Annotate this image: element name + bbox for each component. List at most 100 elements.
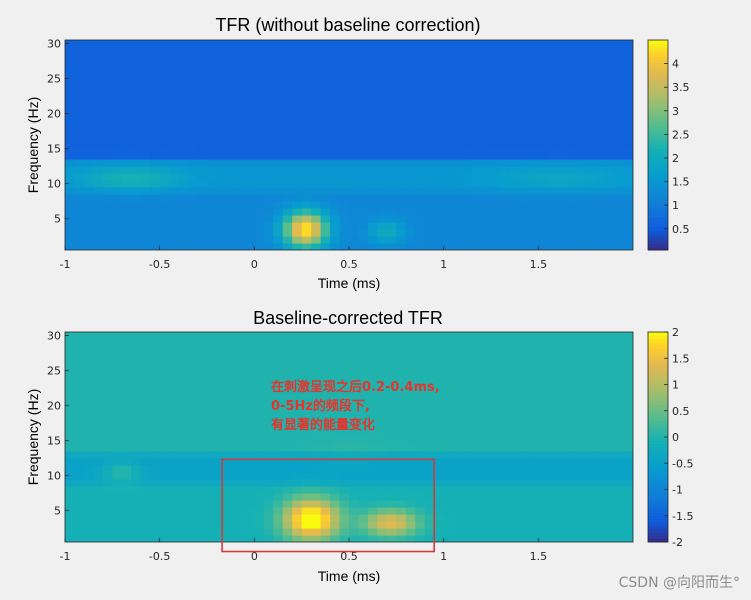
- heatmap-cell: [614, 528, 625, 536]
- heatmap-cell: [566, 159, 577, 167]
- heatmap-cell: [121, 346, 132, 354]
- heatmap-cell: [330, 166, 341, 174]
- heatmap-cell: [150, 500, 161, 508]
- heatmap-cell: [311, 437, 322, 445]
- heatmap-cell: [93, 521, 104, 529]
- heatmap-cell: [386, 451, 397, 459]
- heatmap-cell: [74, 236, 85, 244]
- heatmap-cell: [358, 507, 369, 515]
- heatmap-cell: [330, 103, 341, 111]
- heatmap-cell: [396, 201, 407, 209]
- heatmap-cell: [604, 54, 615, 62]
- heatmap-cell: [358, 451, 369, 459]
- heatmap-cell: [292, 402, 303, 410]
- heatmap-cell: [415, 472, 426, 480]
- heatmap-cell: [169, 61, 180, 69]
- colorbar-tick-label: 1: [672, 379, 679, 392]
- heatmap-cell: [102, 110, 113, 118]
- heatmap-cell: [292, 152, 303, 160]
- heatmap-cell: [320, 409, 331, 417]
- heatmap-cell: [595, 479, 606, 487]
- heatmap-cell: [472, 423, 483, 431]
- heatmap-cell: [178, 423, 189, 431]
- heatmap-cell: [396, 458, 407, 466]
- heatmap-cell: [462, 437, 473, 445]
- heatmap-cell: [178, 40, 189, 48]
- heatmap-cell: [585, 521, 596, 529]
- heatmap-cell: [557, 236, 568, 244]
- heatmap-cell: [377, 82, 388, 90]
- heatmap-cell: [538, 75, 549, 83]
- heatmap-cell: [263, 194, 274, 202]
- heatmap-cell: [472, 458, 483, 466]
- heatmap-cell: [83, 103, 94, 111]
- heatmap-cell: [320, 229, 331, 237]
- heatmap-cell: [112, 451, 123, 459]
- heatmap-cell: [538, 465, 549, 473]
- heatmap-cell: [131, 75, 142, 83]
- heatmap-cell: [585, 236, 596, 244]
- heatmap-cell: [225, 402, 236, 410]
- heatmap-cell: [225, 535, 236, 542]
- heatmap-cell: [491, 54, 502, 62]
- heatmap-cell: [566, 430, 577, 438]
- colorbar-segment: [648, 171, 668, 176]
- heatmap-cell: [273, 409, 284, 417]
- heatmap-cell: [178, 472, 189, 480]
- heatmap-cell: [273, 339, 284, 347]
- heatmap-cell: [83, 194, 94, 202]
- heatmap-cell: [528, 472, 539, 480]
- heatmap-cell: [528, 180, 539, 188]
- heatmap-cell: [472, 500, 483, 508]
- heatmap-cell: [443, 138, 454, 146]
- heatmap-cell: [140, 61, 151, 69]
- heatmap-cell: [453, 437, 464, 445]
- heatmap-cell: [491, 479, 502, 487]
- heatmap-cell: [604, 117, 615, 125]
- heatmap-cell: [207, 124, 218, 132]
- heatmap-cell: [169, 500, 180, 508]
- heatmap-cell: [102, 82, 113, 90]
- heatmap-cell: [225, 75, 236, 83]
- heatmap-cell: [178, 145, 189, 153]
- heatmap-cell: [358, 145, 369, 153]
- heatmap-cell: [585, 493, 596, 501]
- heatmap-cell: [396, 339, 407, 347]
- heatmap-cell: [443, 346, 454, 354]
- heatmap-cell: [358, 96, 369, 104]
- heatmap-cell: [330, 201, 341, 209]
- heatmap-cell: [557, 201, 568, 209]
- heatmap-cell: [367, 332, 378, 340]
- heatmap-cell: [434, 152, 445, 160]
- heatmap-cell: [225, 96, 236, 104]
- heatmap-cell: [424, 40, 435, 48]
- heatmap-cell: [519, 47, 530, 55]
- heatmap-cell: [311, 82, 322, 90]
- heatmap-cell: [102, 215, 113, 223]
- colorbar-segment: [648, 522, 668, 527]
- heatmap-cell: [65, 222, 76, 230]
- heatmap-cell: [112, 437, 123, 445]
- heatmap-cell: [358, 409, 369, 417]
- heatmap-cell: [396, 215, 407, 223]
- heatmap-cell: [595, 124, 606, 132]
- heatmap-cell: [538, 374, 549, 382]
- top-panel: TFR (without baseline correction) -1 -0.5…: [25, 15, 690, 291]
- heatmap-cell: [566, 180, 577, 188]
- heatmap-cell: [112, 75, 123, 83]
- heatmap-cell: [140, 458, 151, 466]
- heatmap-cell: [301, 388, 312, 396]
- heatmap-cell: [491, 68, 502, 76]
- heatmap-cell: [121, 180, 132, 188]
- heatmap-cell: [415, 201, 426, 209]
- heatmap-cell: [396, 528, 407, 536]
- heatmap-cell: [434, 166, 445, 174]
- heatmap-cell: [320, 236, 331, 244]
- heatmap-cell: [405, 339, 416, 347]
- heatmap-cell: [509, 124, 520, 132]
- heatmap-cell: [500, 103, 511, 111]
- heatmap-cell: [396, 61, 407, 69]
- heatmap-cell: [207, 173, 218, 181]
- heatmap-cell: [159, 229, 170, 237]
- heatmap-cell: [481, 229, 492, 237]
